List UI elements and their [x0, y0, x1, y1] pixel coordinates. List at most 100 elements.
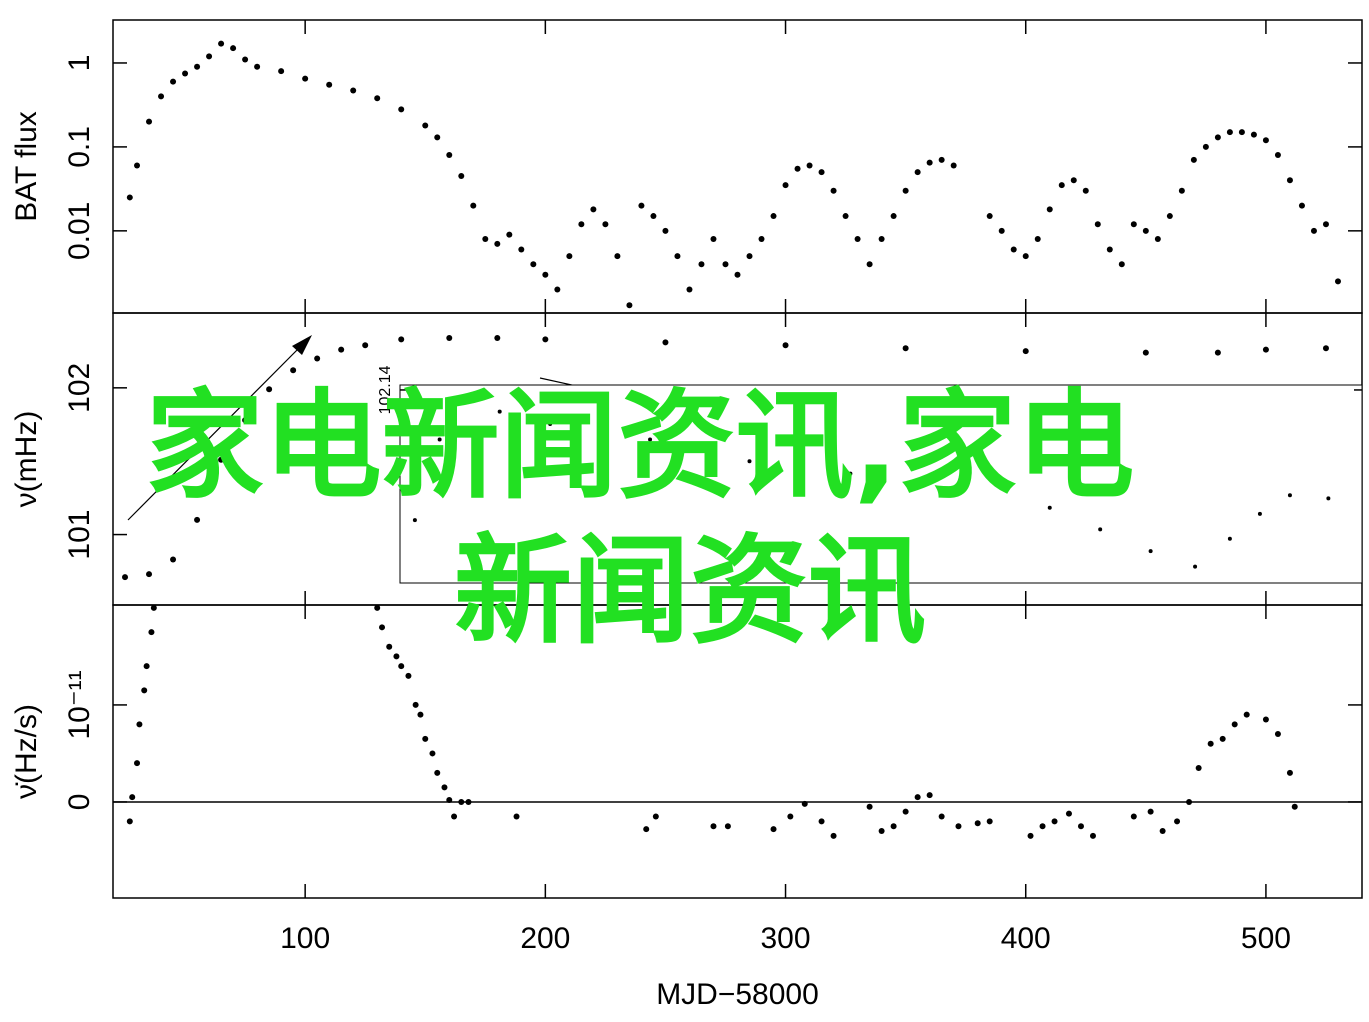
data-point [830, 187, 837, 194]
data-point [554, 286, 561, 293]
x-tick-label: 500 [1241, 922, 1291, 955]
data-point [441, 784, 448, 791]
annotation-arrow [127, 341, 306, 521]
data-point [818, 818, 825, 825]
data-point [1130, 221, 1137, 228]
data-point [902, 187, 909, 194]
data-point [1046, 206, 1053, 213]
data-point [446, 334, 453, 341]
data-point [794, 165, 801, 172]
data-point [146, 571, 153, 578]
data-point [412, 701, 419, 708]
data-point [986, 213, 993, 220]
data-point [787, 813, 794, 820]
data-point [1166, 213, 1173, 220]
data-point [194, 516, 201, 523]
data-point [1287, 493, 1292, 498]
data-point [398, 336, 405, 343]
overlay-text: 新闻资讯 [454, 522, 926, 660]
data-point [470, 202, 477, 209]
data-point [143, 663, 150, 670]
x-tick-label: 100 [280, 922, 330, 955]
plot-frame [112, 604, 1363, 899]
data-point [405, 672, 412, 679]
y-axis-label: ν̇(Hz/s) [10, 704, 43, 799]
data-point [422, 122, 429, 129]
data-point [134, 760, 141, 767]
data-point [1334, 278, 1341, 285]
y-tick-label: 1 [63, 55, 96, 72]
data-point [218, 456, 225, 463]
data-point [1077, 823, 1084, 830]
data-point [638, 202, 645, 209]
data-point [242, 56, 249, 63]
data-point [866, 261, 873, 268]
data-point [854, 235, 861, 242]
data-point [1098, 527, 1103, 532]
data-point [482, 235, 489, 242]
data-point [398, 106, 405, 113]
data-point [747, 459, 752, 464]
data-point [914, 794, 921, 801]
data-point [1130, 813, 1137, 820]
data-point [182, 70, 189, 77]
data-point [1089, 832, 1096, 839]
data-point [866, 803, 873, 810]
data-point [136, 721, 143, 728]
data-point [1195, 764, 1202, 771]
data-point [393, 653, 400, 660]
data-point [878, 235, 885, 242]
data-point [451, 813, 458, 820]
x-tick-label: 200 [520, 922, 570, 955]
data-point [513, 813, 520, 820]
data-point [890, 213, 897, 220]
data-point [1274, 731, 1281, 738]
data-point [458, 798, 465, 805]
data-point [417, 711, 424, 718]
data-point [1147, 808, 1154, 815]
data-point [542, 271, 549, 278]
data-point [842, 213, 849, 220]
y-tick-label: 0.01 [63, 202, 96, 260]
data-point [1022, 348, 1029, 355]
data-point [1047, 505, 1052, 510]
data-point [1118, 261, 1125, 268]
data-point [218, 40, 225, 47]
data-point [1065, 810, 1072, 817]
data-point [134, 162, 141, 169]
data-point [170, 556, 177, 563]
x-tick-label: 300 [761, 922, 811, 955]
y-axis-label: ν(mHz) [10, 411, 43, 508]
data-point [782, 182, 789, 189]
data-point [1106, 246, 1113, 253]
data-point [254, 63, 261, 70]
data-point [1226, 129, 1233, 136]
data-point [1174, 818, 1181, 825]
data-point [998, 227, 1005, 234]
data-point [429, 750, 436, 757]
data-point [1034, 235, 1041, 242]
data-point [1214, 349, 1221, 356]
data-point [948, 487, 953, 492]
data-point [278, 68, 285, 75]
data-point [1159, 828, 1166, 835]
data-point [374, 604, 381, 611]
data-point [374, 95, 381, 102]
data-point [926, 159, 933, 166]
plots: 0.01 0.1 1 BAT flux 101 102 ν(mHz) 0 10⁻¹¹ ν̇(Hz/… [10, 19, 1363, 1011]
data-point [770, 826, 777, 833]
data-point [1326, 496, 1331, 501]
data-point [1027, 832, 1034, 839]
data-point [206, 53, 213, 60]
data-point [1262, 716, 1269, 723]
data-point [1227, 536, 1232, 541]
data-point [950, 162, 957, 169]
data-point [1291, 803, 1298, 810]
data-point [148, 629, 155, 636]
y-tick-label: 10⁻¹¹ [63, 670, 96, 739]
data-point [1250, 131, 1257, 138]
data-point [578, 221, 585, 228]
data-point [530, 261, 537, 268]
data-point [758, 235, 765, 242]
data-point [398, 663, 405, 670]
